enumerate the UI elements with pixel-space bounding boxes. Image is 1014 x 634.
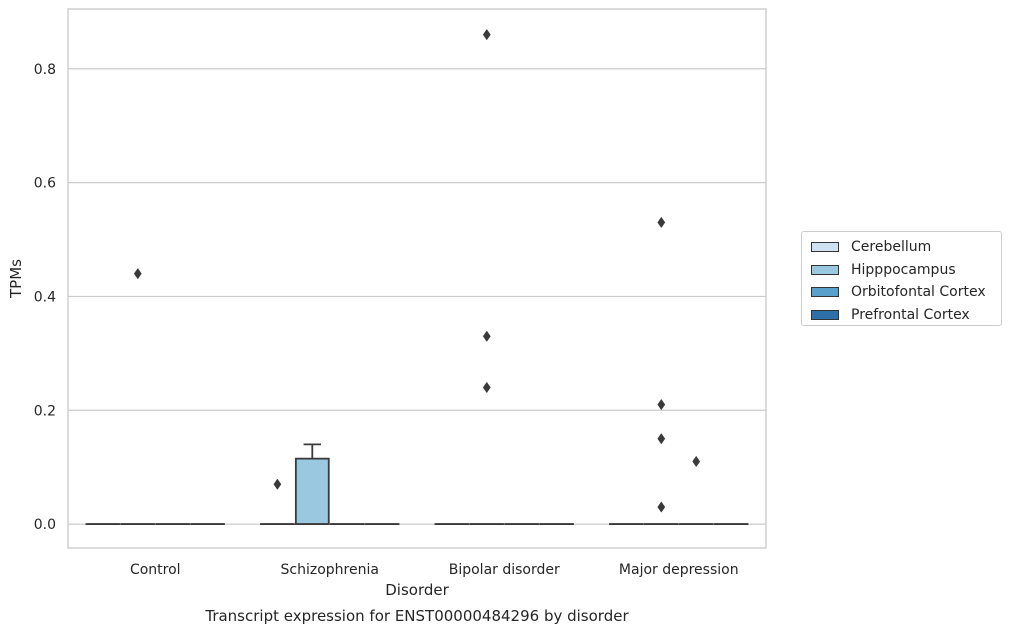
- legend-item: Hipppocampus: [811, 259, 1001, 282]
- x-axis-label: Disorder: [385, 581, 449, 599]
- outlier-point: [273, 478, 282, 490]
- plot-frame: [67, 8, 767, 549]
- y-tick-label: 0.4: [34, 289, 56, 305]
- outlier-point: [482, 28, 491, 41]
- legend-label: Hipppocampus: [851, 261, 956, 278]
- y-axis-label: TPMs: [7, 259, 25, 299]
- legend-swatch: [811, 242, 839, 253]
- chart-legend: Cerebellum Hipppocampus Orbitofontal Corte…: [801, 231, 1002, 326]
- y-tick-label: 0.8: [34, 62, 56, 78]
- x-tick-label: Bipolar disorder: [449, 562, 560, 578]
- legend-swatch: [811, 264, 839, 275]
- outlier-point: [657, 433, 666, 445]
- outlier-point: [657, 216, 666, 229]
- x-tick-label: Schizophrenia: [281, 562, 379, 578]
- y-tick-label: 0.2: [34, 403, 56, 419]
- y-tick-label: 0.6: [34, 176, 56, 192]
- legend-swatch: [811, 287, 839, 298]
- outlier-point: [657, 501, 666, 513]
- x-tick-label: Major depression: [619, 562, 739, 578]
- outlier-point: [692, 455, 701, 468]
- outlier-point: [657, 398, 666, 411]
- outlier-point: [482, 330, 491, 342]
- box: [294, 457, 330, 525]
- legend-label: Cerebellum: [851, 239, 932, 256]
- legend-item: Prefrontal Cortex: [811, 304, 1001, 327]
- legend-item: Orbitofontal Cortex: [811, 281, 1001, 304]
- outlier-point: [133, 268, 142, 280]
- outlier-point: [482, 381, 491, 394]
- y-tick-label: 0.0: [34, 517, 56, 533]
- x-tick-label: Control: [130, 562, 181, 578]
- figure-caption: Transcript expression for ENST0000048429…: [205, 607, 629, 625]
- legend-label: Orbitofontal Cortex: [851, 284, 986, 301]
- legend-label: Prefrontal Cortex: [851, 307, 970, 324]
- legend-swatch: [811, 310, 839, 321]
- legend-item: Cerebellum: [811, 236, 1001, 259]
